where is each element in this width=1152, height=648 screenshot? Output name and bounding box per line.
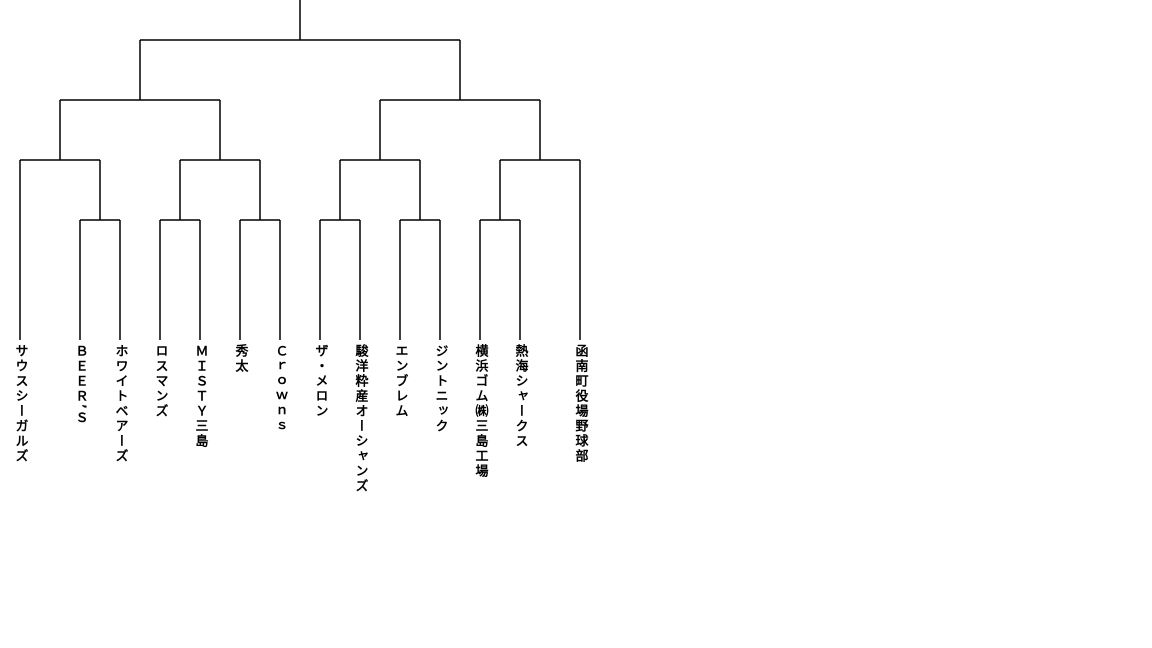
team-name: 熱海シャークス xyxy=(513,343,529,449)
team-name: ホワイトベアーズ xyxy=(113,344,129,464)
team-name: 横浜ゴム㈱三島工場 xyxy=(473,343,489,479)
team-name: ＭＩＳＴＹ三島 xyxy=(193,344,209,449)
team-name: ザ・メロン xyxy=(313,344,329,419)
team-name: ジントニック xyxy=(433,344,449,434)
team-name: 函南町役場野球部 xyxy=(573,344,589,464)
team-name: ロスマンズ xyxy=(153,344,169,419)
team-name: エンブレム xyxy=(393,344,409,419)
team-name: 秀太 xyxy=(233,343,250,374)
bracket-lines xyxy=(20,0,580,221)
team-name: ＢＥＥＲ’Ｓ xyxy=(73,344,88,426)
team-name: 駿洋粋産オーシャンズ xyxy=(353,343,369,494)
team-name: Ｃｒｏｗｎｓ xyxy=(273,344,289,434)
team-name: サウスシーガルズ xyxy=(13,344,29,464)
